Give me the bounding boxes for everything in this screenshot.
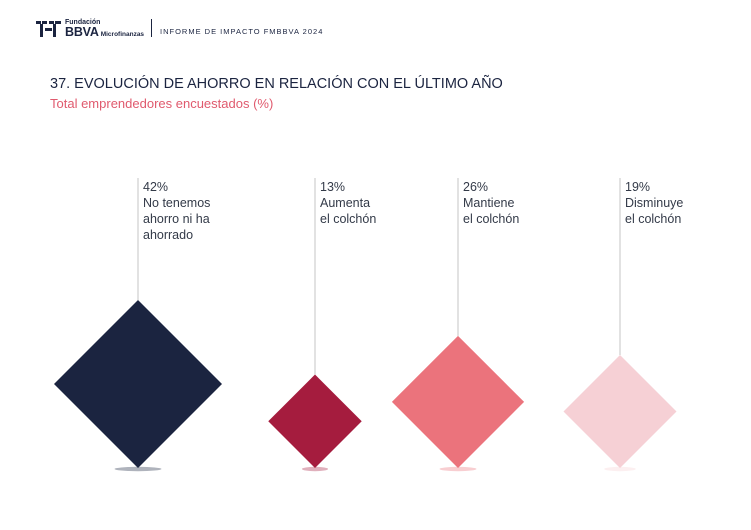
logo-micro-text: Microfinanzas	[100, 31, 145, 39]
category-label-1-1: el colchón	[320, 212, 376, 226]
diamond-shadow-1	[301, 466, 329, 472]
report-label: INFORME DE IMPACTO FMBBVA 2024	[160, 27, 324, 36]
diamond-3	[563, 355, 677, 468]
chart-title: 37. EVOLUCIÓN DE AHORRO EN RELACIÓN CON …	[50, 76, 503, 92]
diamond-shadow-0	[114, 466, 162, 472]
header-divider	[151, 19, 152, 37]
value-label-1: 13%	[320, 180, 345, 194]
diamond-1	[268, 374, 362, 468]
category-label-3-1: el colchón	[625, 212, 681, 226]
diamond-0	[54, 300, 222, 468]
category-label-2-1: el colchón	[463, 212, 519, 226]
diamond-shadow-2	[439, 466, 477, 472]
bbva-mark-icon	[36, 21, 61, 37]
diamond-2	[391, 335, 525, 468]
fundacion-bbva-logo: Fundación BBVA Microfinanzas	[36, 19, 144, 39]
diamond-shadow-3	[604, 466, 636, 472]
value-label-0: 42%	[143, 180, 168, 194]
header: Fundación BBVA Microfinanzas INFORME DE …	[36, 17, 322, 41]
category-label-1-0: Aumenta	[320, 196, 370, 210]
category-label-0-1: ahorro ni ha	[143, 212, 210, 226]
category-label-0-2: ahorrado	[143, 228, 193, 242]
logo-foundation-text: Fundación	[65, 19, 101, 27]
logo-bbva-text: BBVA	[65, 25, 99, 40]
chart-subtitle: Total emprendedores encuestados (%)	[50, 96, 274, 111]
category-label-2-0: Mantiene	[463, 196, 514, 210]
value-label-2: 26%	[463, 180, 488, 194]
value-label-3: 19%	[625, 180, 650, 194]
category-label-3-0: Disminuye	[625, 196, 683, 210]
category-label-0-0: No tenemos	[143, 196, 210, 210]
